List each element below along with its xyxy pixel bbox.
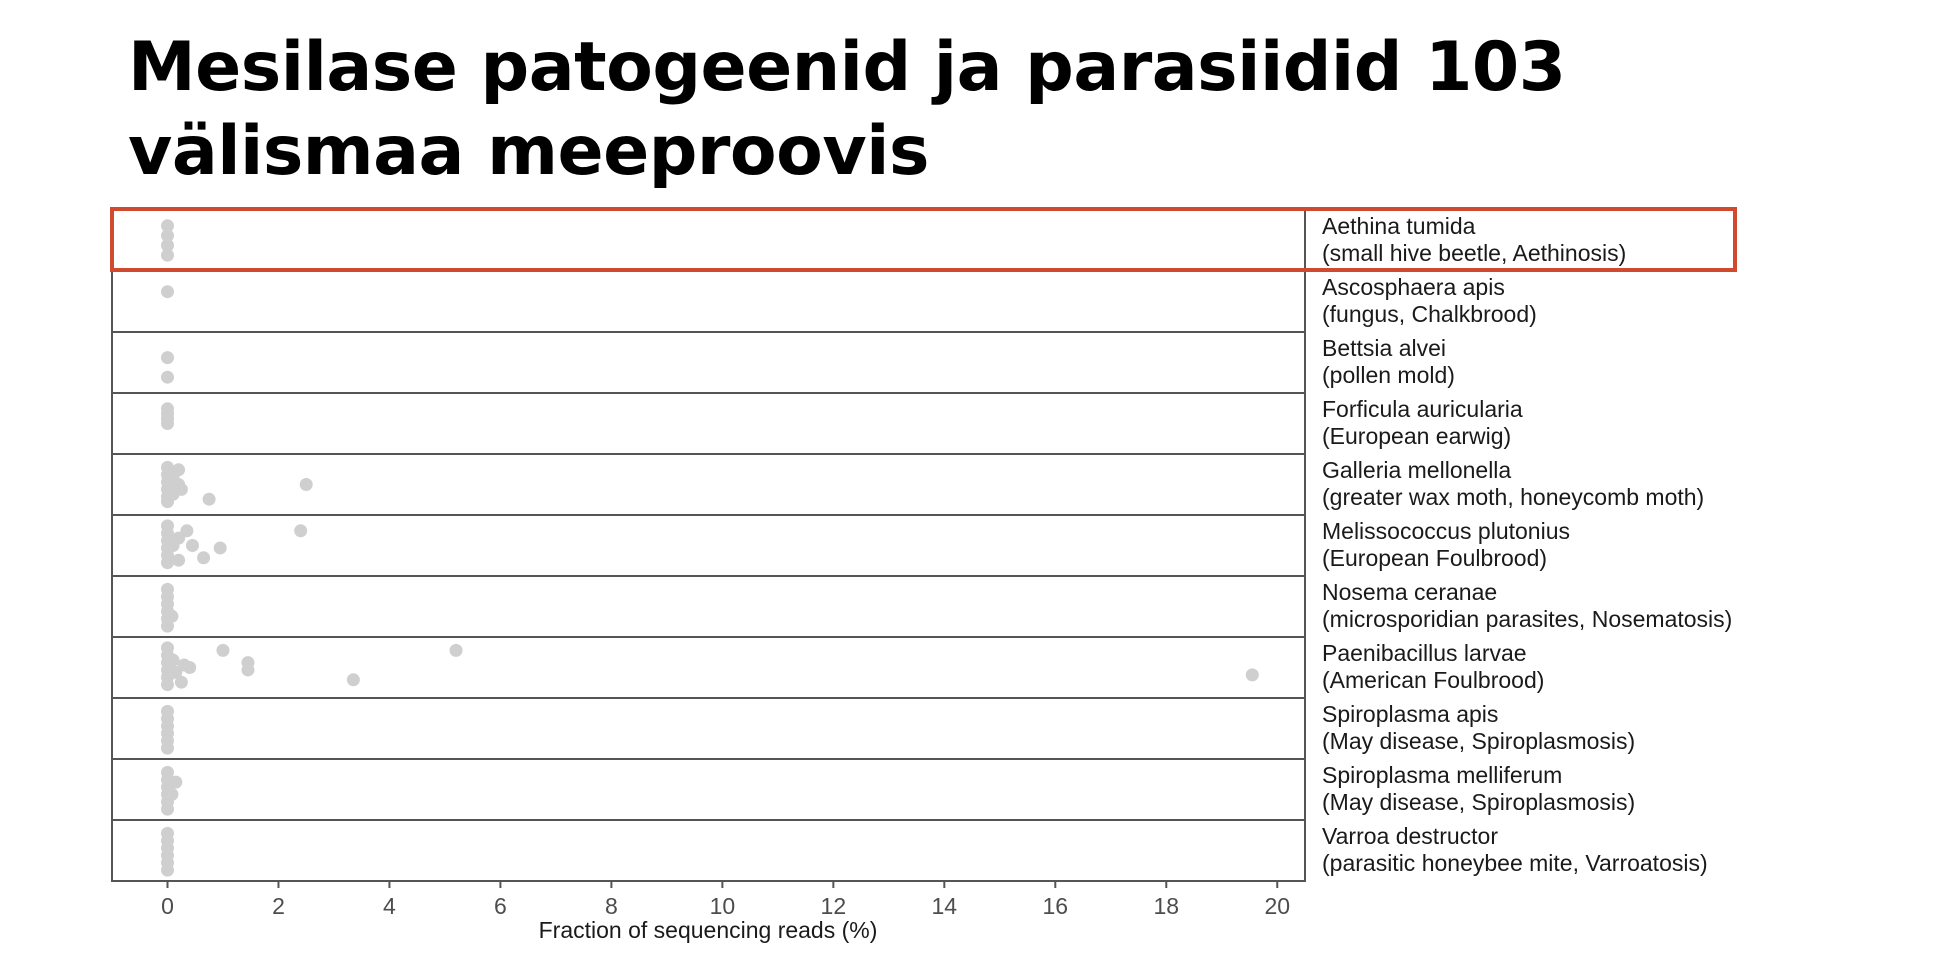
data-point bbox=[213, 541, 227, 555]
data-point bbox=[160, 351, 174, 365]
data-point bbox=[160, 229, 174, 243]
panel-label-galleria-mellonella: Galleria mellonella bbox=[1322, 457, 1511, 483]
slide-title: Mesilase patogeenid ja parasiidid 103 vä… bbox=[128, 28, 1566, 191]
data-point bbox=[160, 285, 174, 299]
data-point bbox=[172, 463, 186, 477]
panel-description-bettsia-alvei: (pollen mold) bbox=[1322, 362, 1455, 388]
x-tick-label: 18 bbox=[1153, 893, 1179, 919]
panel-spiroplasma-apis bbox=[111, 697, 1306, 760]
x-tick-label: 20 bbox=[1264, 893, 1290, 919]
panel-bettsia-alvei bbox=[111, 331, 1306, 394]
panel-description-nosema-ceranae: (microsporidian parasites, Nosematosis) bbox=[1322, 606, 1732, 632]
data-point bbox=[169, 775, 183, 789]
panel-label-spiroplasma-melliferum: Spiroplasma melliferum bbox=[1322, 762, 1562, 788]
data-point bbox=[172, 531, 186, 545]
data-point bbox=[241, 663, 255, 677]
panel-description-galleria-mellonella: (greater wax moth, honeycomb moth) bbox=[1322, 484, 1704, 510]
data-point bbox=[185, 539, 199, 552]
data-point bbox=[160, 619, 174, 633]
panel-melissococcus-plutonius bbox=[111, 514, 1306, 577]
panel-paenibacillus-larvae bbox=[111, 636, 1306, 699]
panel-aethina-tumida bbox=[111, 209, 1306, 272]
panel-description-spiroplasma-apis: (May disease, Spiroplasmosis) bbox=[1322, 728, 1635, 754]
panel-description-spiroplasma-melliferum: (May disease, Spiroplasmosis) bbox=[1322, 789, 1635, 815]
panel-label-paenibacillus-larvae: Paenibacillus larvae bbox=[1322, 640, 1527, 666]
data-point bbox=[160, 370, 174, 384]
data-point bbox=[183, 661, 197, 674]
panel-description-varroa-destructor: (parasitic honeybee mite, Varroatosis) bbox=[1322, 850, 1708, 876]
panel-label-melissococcus-plutonius: Melissococcus plutonius bbox=[1322, 518, 1570, 544]
x-tick-label: 0 bbox=[161, 893, 174, 919]
panel-label-spiroplasma-apis: Spiroplasma apis bbox=[1322, 701, 1498, 727]
x-axis: 0 2 4 6 8 10 12 14 16 18 20 bbox=[161, 881, 1290, 919]
data-point bbox=[166, 653, 180, 667]
data-point bbox=[346, 673, 360, 687]
data-point bbox=[165, 609, 179, 623]
panel-nosema-ceranae bbox=[111, 575, 1306, 638]
data-point bbox=[294, 524, 308, 538]
x-tick-label: 10 bbox=[710, 893, 736, 919]
highlight-box bbox=[110, 207, 1737, 272]
data-point bbox=[174, 675, 188, 689]
data-point bbox=[166, 487, 180, 501]
data-point bbox=[160, 678, 174, 692]
data-point bbox=[1245, 668, 1259, 682]
data-point bbox=[180, 524, 194, 538]
panel-description-forficula-auricularia: (European earwig) bbox=[1322, 423, 1511, 449]
data-point bbox=[169, 665, 183, 679]
data-point bbox=[197, 551, 211, 565]
data-point bbox=[216, 643, 230, 657]
data-point bbox=[160, 741, 174, 755]
x-tick-label: 8 bbox=[605, 893, 618, 919]
panel-ascosphaera-apis bbox=[111, 270, 1306, 333]
data-point bbox=[165, 787, 179, 801]
panel-label-nosema-ceranae: Nosema ceranae bbox=[1322, 579, 1497, 605]
panels-layer: Aethina tumida(small hive beetle, Aethin… bbox=[111, 209, 1732, 882]
x-tick-label: 2 bbox=[272, 893, 285, 919]
panel-label-bettsia-alvei: Bettsia alvei bbox=[1322, 335, 1446, 361]
data-point bbox=[172, 553, 186, 567]
panel-label-aethina-tumida: Aethina tumida bbox=[1322, 213, 1476, 239]
panel-label-ascosphaera-apis: Ascosphaera apis bbox=[1322, 274, 1505, 300]
data-point bbox=[449, 643, 463, 657]
panel-spiroplasma-melliferum bbox=[111, 758, 1306, 821]
data-point bbox=[160, 238, 174, 252]
panel-label-varroa-destructor: Varroa destructor bbox=[1322, 823, 1498, 849]
panel-description-ascosphaera-apis: (fungus, Chalkbrood) bbox=[1322, 301, 1537, 327]
panel-label-forficula-auricularia: Forficula auricularia bbox=[1322, 396, 1523, 422]
x-tick-label: 6 bbox=[494, 893, 507, 919]
data-point bbox=[202, 492, 216, 506]
x-tick-label: 4 bbox=[383, 893, 396, 919]
panel-description-paenibacillus-larvae: (American Foulbrood) bbox=[1322, 667, 1544, 693]
x-tick-label: 16 bbox=[1043, 893, 1069, 919]
x-tick-label: 14 bbox=[932, 893, 958, 919]
panel-description-aethina-tumida: (small hive beetle, Aethinosis) bbox=[1322, 240, 1626, 266]
data-point bbox=[160, 412, 174, 426]
panel-forficula-auricularia bbox=[111, 392, 1306, 455]
x-tick-label: 12 bbox=[821, 893, 847, 919]
points-layer bbox=[160, 219, 1259, 877]
data-point bbox=[160, 556, 174, 570]
panel-varroa-destructor bbox=[111, 819, 1306, 882]
data-point bbox=[160, 802, 174, 816]
data-point bbox=[299, 478, 313, 491]
x-axis-title: Fraction of sequencing reads (%) bbox=[539, 917, 878, 943]
data-point bbox=[160, 219, 174, 233]
data-point bbox=[160, 863, 174, 877]
data-point bbox=[160, 248, 174, 262]
panel-galleria-mellonella bbox=[111, 453, 1306, 516]
panel-description-melissococcus-plutonius: (European Foulbrood) bbox=[1322, 545, 1547, 571]
